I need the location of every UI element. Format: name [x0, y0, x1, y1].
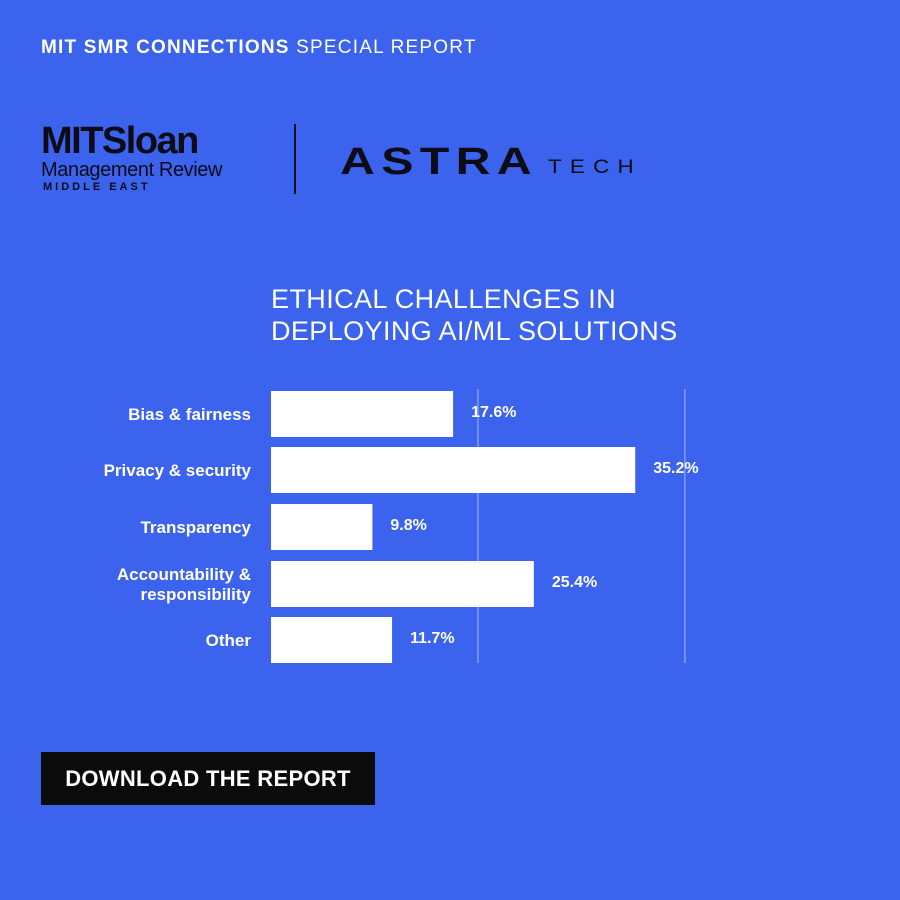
bar-4: [271, 561, 534, 607]
chart-title-line2: DEPLOYING AI/ML SOLUTIONS: [271, 316, 678, 346]
mit-logo-line1: MITSloan: [41, 120, 199, 162]
report-type-label: SPECIAL REPORT: [296, 37, 477, 58]
category-label-5: Other: [206, 631, 252, 650]
category-label-3: Transparency: [140, 518, 251, 537]
logo-divider: [294, 124, 296, 194]
value-label-4: 25.4%: [552, 574, 597, 591]
report-series-label: MIT SMR CONNECTIONS: [41, 37, 290, 58]
chart-title: ETHICAL CHALLENGES IN DEPLOYING AI/ML SO…: [271, 283, 678, 347]
download-report-button[interactable]: DOWNLOAD THE REPORT: [41, 752, 375, 805]
mit-sloan-logo: MITSloan Management Review MIDDLE EAST: [41, 122, 281, 202]
astra-tech-logo: ASTRA TECH: [340, 141, 642, 182]
category-label-4: Accountability & responsibility: [117, 565, 252, 604]
astra-logo-sub: TECH: [548, 157, 642, 178]
value-label-5: 11.7%: [410, 630, 454, 647]
value-label-1: 17.6%: [471, 404, 516, 421]
chart-title-line1: ETHICAL CHALLENGES IN: [271, 284, 616, 314]
bar-1: [271, 391, 454, 437]
astra-logo-main: ASTRA: [340, 141, 538, 182]
category-label-1: Bias & fairness: [128, 405, 251, 424]
mit-logo-line3: MIDDLE EAST: [43, 181, 151, 193]
mit-logo-line2: Management Review: [41, 159, 223, 181]
bar-5: [271, 617, 393, 663]
value-label-3: 9.8%: [390, 517, 426, 534]
category-label-2: Privacy & security: [104, 461, 252, 480]
bar-2: [271, 447, 636, 493]
bar-3: [271, 504, 373, 550]
value-label-2: 35.2%: [653, 460, 698, 477]
report-header: MIT SMR CONNECTIONS SPECIAL REPORT: [41, 37, 477, 59]
